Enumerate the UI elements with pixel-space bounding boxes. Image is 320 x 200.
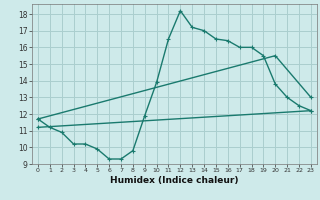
X-axis label: Humidex (Indice chaleur): Humidex (Indice chaleur) bbox=[110, 176, 239, 185]
